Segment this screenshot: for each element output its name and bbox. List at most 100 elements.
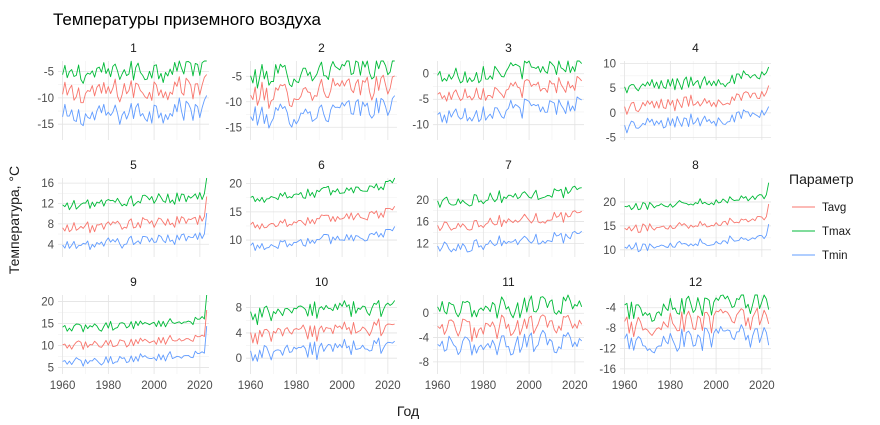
series-line-tmax [62,177,208,211]
series-line-tmax [624,66,770,94]
x-tick-label: 1960 [238,380,264,392]
series-line-tavg [62,196,208,234]
series-line-tmin [62,95,208,127]
legend-label-tmin: Tmin [822,250,848,262]
series-line-tavg [624,307,770,338]
y-tick-label: -12 [599,344,616,356]
facet-panel-1: 1 -15 -10 -5 [37,41,209,140]
series-line-tavg [437,314,583,342]
y-tick-label: -8 [419,357,429,369]
y-tick-label: 12 [416,238,429,250]
y-axis-label: Температура, °C [6,166,22,274]
y-tick-label: 5 [48,362,54,374]
series-line-tmin [250,226,396,251]
series-line-tmin [437,329,583,356]
series-line-tmax [62,294,208,333]
y-tick-label: 20 [603,197,616,209]
y-tick-label: 15 [229,207,242,219]
y-tick-label: 10 [603,58,616,70]
y-tick-label: -4 [606,303,617,315]
y-tick-label: 8 [236,303,242,315]
facet-panel-2: 2 -15 -10 -5 [225,41,397,140]
y-tick-label: -5 [232,71,242,83]
legend-label-tavg: Tavg [822,202,846,214]
series-line-tavg [250,318,395,345]
series-line-tmin [62,213,208,251]
y-tick-label: 16 [416,217,429,229]
x-tick-label: 1960 [50,380,76,392]
y-tick-label: -5 [606,133,616,145]
series-line-tmin [624,106,770,134]
series-line-tavg [437,210,582,232]
y-tick-label: 15 [41,319,54,331]
legend-item-tavg: Tavg [792,202,846,214]
facet-label-12: 12 [689,275,703,289]
facet-label-11: 11 [502,275,515,289]
y-tick-label: 20 [41,297,54,309]
series-line-tavg [624,203,770,233]
series-line-tmin [250,95,396,129]
y-tick-label: 8 [48,219,54,231]
x-tick-label: 1980 [471,380,497,392]
y-tick-label: 5 [610,83,616,95]
y-tick-label: 12 [41,198,54,210]
x-tick-label: 2020 [562,380,588,392]
facet-panel-3: 3 -10 -5 0 [412,41,584,140]
facet-panel-5: 5 4 8 12 16 [41,158,209,257]
facet-label-9: 9 [130,275,137,289]
facet-label-7: 7 [505,158,512,172]
series-line-tmax [250,300,396,326]
series-line-tavg [62,74,208,104]
y-tick-label: -16 [599,364,616,376]
legend-title: Параметр [789,171,854,187]
x-tick-label: 2020 [187,380,213,392]
facet-panel-6: 6 10 15 20 [229,158,397,257]
y-tick-label: -15 [225,122,242,134]
series-line-tmax [250,177,396,203]
x-axis-label: Год [397,403,419,419]
y-tick-label: 10 [229,235,242,247]
x-tick-label: 1980 [96,380,122,392]
legend-label-tmax: Tmax [822,226,851,238]
y-tick-label: 4 [236,328,243,340]
series-line-tmin [437,96,582,124]
facet-label-3: 3 [505,41,512,55]
y-tick-label: 20 [416,195,429,207]
legend-item-tmin: Tmin [792,250,848,262]
chart-title: Температуры приземного воздуха [53,10,321,29]
series-line-tmin [624,224,770,253]
y-tick-label: 4 [48,239,55,251]
y-tick-label: 0 [610,108,616,120]
series-line-tmax [624,294,770,322]
series-line-tmax [250,60,395,89]
facet-panel-8: 8 10 15 20 [603,158,771,257]
y-tick-label: 20 [229,179,242,191]
y-tick-label: -10 [37,93,54,105]
series-line-tmin [250,337,395,362]
x-tick-label: 2000 [703,380,729,392]
x-tick-label: 1980 [284,380,310,392]
y-tick-label: -5 [419,94,429,106]
facet-panel-4: 4 -5 0 5 10 [603,41,771,145]
y-tick-label: -10 [412,120,429,132]
legend: Параметр Tavg Tmax Tmin [789,171,854,262]
series-line-tmax [624,182,770,211]
series-line-tmin [437,230,583,253]
y-tick-label: 15 [603,221,616,233]
facet-label-1: 1 [130,41,137,55]
series-line-tmax [437,294,583,319]
y-tick-label: 16 [41,178,54,190]
y-tick-label: 10 [41,340,54,352]
series-line-tmax [62,60,207,84]
x-tick-label: 2020 [749,380,775,392]
y-tick-label: -5 [44,67,54,79]
series-line-tavg [250,74,395,109]
y-tick-label: -10 [225,97,242,109]
series-line-tmin [624,324,770,354]
facet-label-2: 2 [318,41,325,55]
facet-label-10: 10 [315,275,329,289]
legend-item-tmax: Tmax [792,226,851,238]
facet-panel-12: 12 -16 -12 -8 -4 1960 1980 2000 2020 [599,275,774,392]
series-line-tavg [62,309,208,350]
